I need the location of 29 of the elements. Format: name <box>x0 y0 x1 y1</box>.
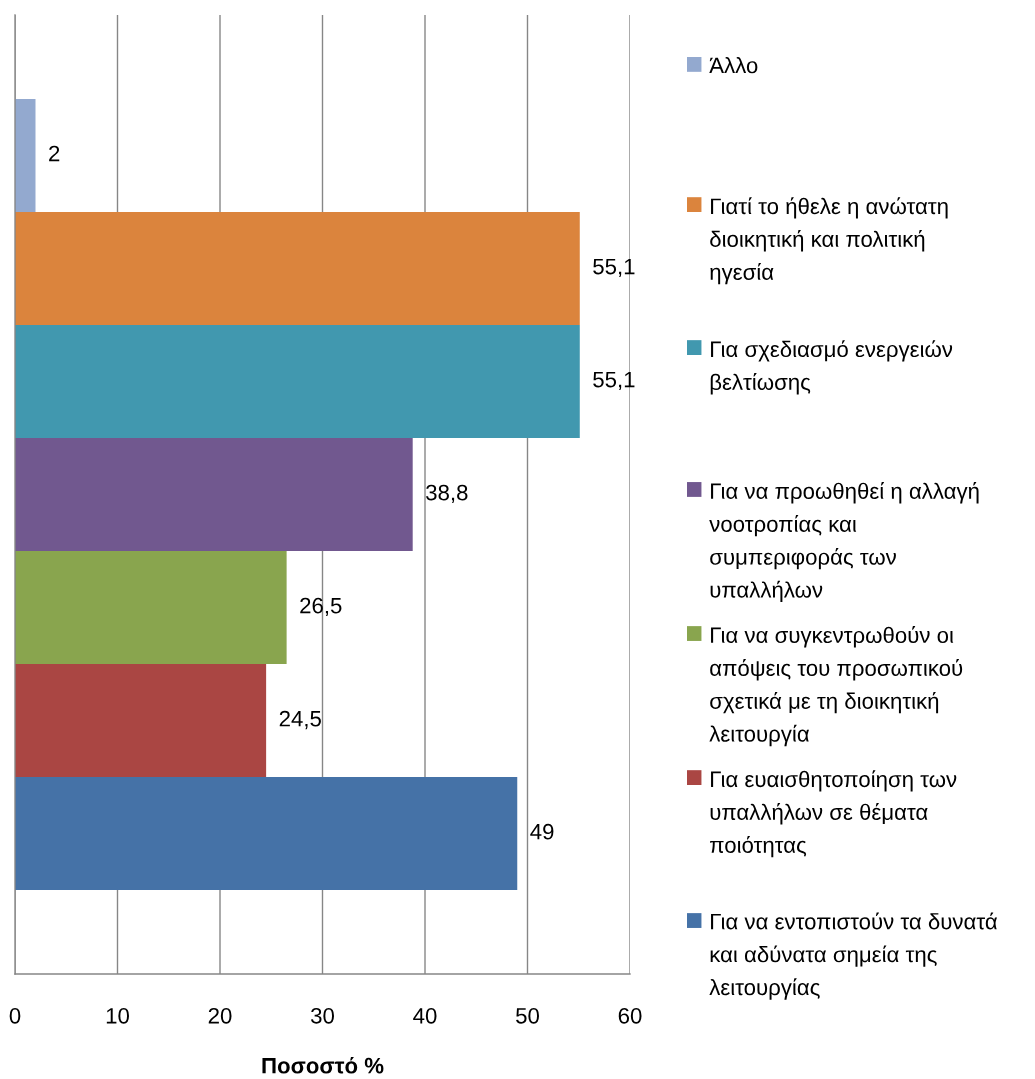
legend-label: Για να συγκεντρωθούν οι απόψεις του προσωπικού σχετικά με τη διοικητική λειτουργία <box>709 626 963 747</box>
bar <box>15 324 580 438</box>
legend-label: Άλλο <box>709 57 758 74</box>
legend-label: Γιατί το ήθελε η ανώτατη διοικητική και πολιτική ηγεσία <box>710 197 948 285</box>
data-label: 38,8 <box>426 484 468 504</box>
legend-label: Για ευαισθητοποίηση των υπαλλήλων σε θέματα ποιότητας <box>710 770 957 858</box>
legend-label: Για να προωθηθεί η αλλαγή νοοτροπίας και συμπεριφοράς των υπαλλήλων <box>709 482 979 603</box>
bar <box>15 664 267 778</box>
x-tick-label: 40 <box>413 1007 437 1024</box>
data-label: 55,1 <box>593 258 635 278</box>
bar <box>15 437 413 552</box>
bar <box>15 777 518 891</box>
x-tick-label: 20 <box>208 1007 232 1024</box>
legend-label: Για σχεδιασμό ενεργειών βελτίωσης <box>710 340 953 395</box>
data-label: 26,5 <box>300 597 342 617</box>
x-tick-label: 0 <box>9 1007 21 1024</box>
data-label: 24,5 <box>279 710 321 730</box>
x-tick-label: 10 <box>106 1007 129 1024</box>
bar <box>15 551 287 665</box>
data-label: 49 <box>530 823 554 840</box>
bar <box>15 98 36 212</box>
x-tick-label: 50 <box>516 1007 539 1024</box>
bar <box>15 211 580 325</box>
legend-label: Για να εντοπιστούν τα δυνατά και αδύνατα σημεία της λειτουργίας <box>709 912 998 1000</box>
x-axis-title: Ποσοστό % <box>262 1056 384 1074</box>
x-tick-label: 30 <box>310 1007 334 1024</box>
data-label: 2 <box>49 145 60 162</box>
x-tick-label: 60 <box>618 1007 642 1024</box>
data-label: 55,1 <box>593 371 635 391</box>
